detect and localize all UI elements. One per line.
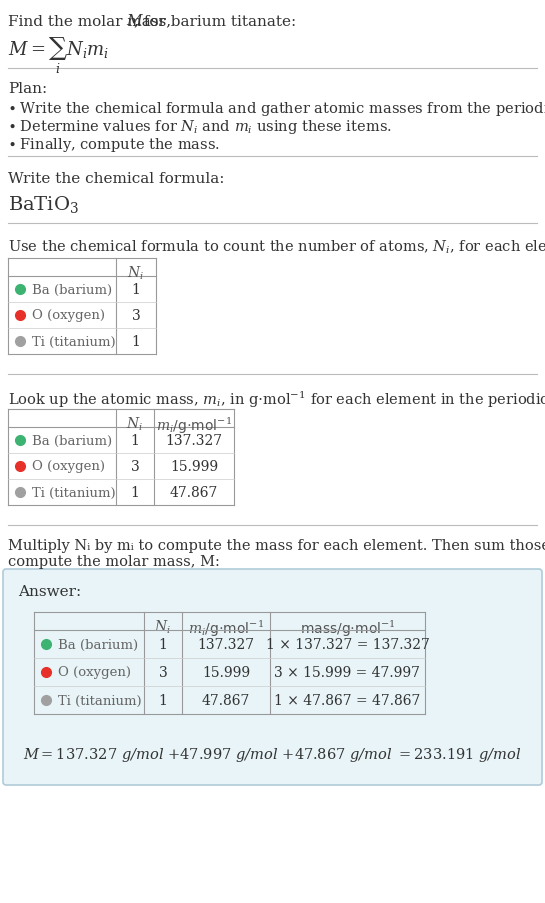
Text: 3: 3 — [131, 460, 140, 473]
Text: 1 × 137.327 = 137.327: 1 × 137.327 = 137.327 — [265, 638, 429, 651]
Text: 1: 1 — [131, 335, 141, 349]
Text: 3: 3 — [159, 666, 167, 679]
Text: Plan:: Plan: — [8, 82, 47, 96]
Text: Ti (titanium): Ti (titanium) — [32, 335, 116, 349]
Text: 1 × 47.867 = 47.867: 1 × 47.867 = 47.867 — [274, 694, 421, 707]
Text: 1: 1 — [159, 638, 167, 651]
Text: $\bullet$ Write the chemical formula and gather atomic masses from the periodic : $\bullet$ Write the chemical formula and… — [8, 100, 545, 118]
Text: 15.999: 15.999 — [170, 460, 218, 473]
Text: Ti (titanium): Ti (titanium) — [58, 694, 142, 707]
Text: 1: 1 — [131, 283, 141, 297]
Text: Find the molar mass,: Find the molar mass, — [8, 14, 176, 28]
Text: Ba (barium): Ba (barium) — [32, 284, 112, 296]
Text: Use the chemical formula to count the number of atoms, $N_i$, for each element:: Use the chemical formula to count the nu… — [8, 238, 545, 256]
Text: 3 × 15.999 = 47.997: 3 × 15.999 = 47.997 — [275, 666, 421, 679]
FancyBboxPatch shape — [3, 570, 542, 785]
Text: 1: 1 — [131, 433, 140, 448]
Text: $\bullet$ Determine values for $N_i$ and $m_i$ using these items.: $\bullet$ Determine values for $N_i$ and… — [8, 118, 392, 135]
Text: 3: 3 — [132, 309, 141, 322]
Text: M: M — [126, 14, 142, 28]
Text: mass/g$\cdot$mol$^{-1}$: mass/g$\cdot$mol$^{-1}$ — [300, 619, 395, 638]
Text: , for barium titanate:: , for barium titanate: — [134, 14, 296, 28]
Text: Look up the atomic mass, $m_i$, in g$\cdot$mol$^{-1}$ for each element in the pe: Look up the atomic mass, $m_i$, in g$\cd… — [8, 389, 545, 410]
Text: 47.867: 47.867 — [170, 486, 218, 499]
Text: $\mathrm{BaTiO_3}$: $\mathrm{BaTiO_3}$ — [8, 194, 79, 215]
Text: 1: 1 — [131, 486, 140, 499]
Text: $M = \sum_i N_i m_i$: $M = \sum_i N_i m_i$ — [8, 36, 109, 76]
Text: O (oxygen): O (oxygen) — [32, 460, 105, 473]
Text: Ba (barium): Ba (barium) — [32, 434, 112, 447]
Text: Multiply Nᵢ by mᵢ to compute the mass for each element. Then sum those values to: Multiply Nᵢ by mᵢ to compute the mass fo… — [8, 538, 545, 553]
Text: Answer:: Answer: — [18, 584, 81, 599]
Text: 15.999: 15.999 — [202, 666, 250, 679]
Text: 47.867: 47.867 — [202, 694, 250, 707]
Text: Write the chemical formula:: Write the chemical formula: — [8, 172, 225, 186]
Text: $N_i$: $N_i$ — [128, 265, 144, 282]
Text: $m_i$/g$\cdot$mol$^{-1}$: $m_i$/g$\cdot$mol$^{-1}$ — [188, 619, 264, 638]
Text: O (oxygen): O (oxygen) — [32, 309, 105, 322]
Text: compute the molar mass, M:: compute the molar mass, M: — [8, 554, 220, 568]
Text: $N_i$: $N_i$ — [126, 415, 143, 433]
Text: 1: 1 — [159, 694, 167, 707]
Text: Ba (barium): Ba (barium) — [58, 638, 138, 651]
Text: $\bullet$ Finally, compute the mass.: $\bullet$ Finally, compute the mass. — [8, 135, 220, 154]
Text: $M = 137.327$ g/mol $+ 47.997$ g/mol $+ 47.867$ g/mol $= 233.191$ g/mol: $M = 137.327$ g/mol $+ 47.997$ g/mol $+ … — [23, 745, 522, 763]
Text: 137.327: 137.327 — [197, 638, 255, 651]
Text: 137.327: 137.327 — [166, 433, 222, 448]
Text: $m_i$/g$\cdot$mol$^{-1}$: $m_i$/g$\cdot$mol$^{-1}$ — [156, 415, 232, 436]
Text: O (oxygen): O (oxygen) — [58, 666, 131, 679]
Text: $N_i$: $N_i$ — [154, 619, 172, 636]
Text: Ti (titanium): Ti (titanium) — [32, 486, 116, 499]
